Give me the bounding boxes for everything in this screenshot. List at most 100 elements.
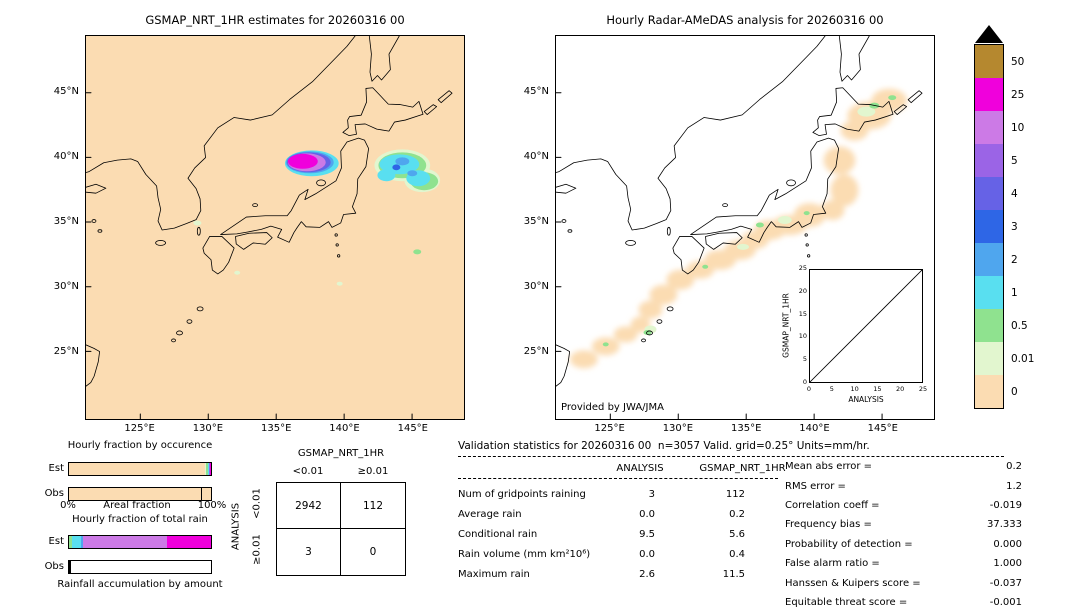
lat-tick-label: 45°N [523,86,549,97]
bar-row-label: Obs [44,488,64,499]
inset-x-tick: 25 [918,385,928,393]
fraction-bar-row: Obs [40,481,212,506]
total-rain-panel-title: Hourly fraction of total rain [72,514,208,525]
contingency-cell: 0 [369,546,377,558]
contingency-title: GSMAP_NRT_1HR [297,448,385,459]
colorbar-cell: 5 [975,144,1018,177]
colorbar-tick-label: 0 [1011,385,1018,398]
estimate-precip-blobs [193,149,441,286]
colorbar-cell: 1 [975,276,1018,309]
bar-segment [69,560,71,573]
inset-x-tick: 10 [850,385,859,393]
contingency-col-header: ≥0.01 [357,466,389,477]
areal-axis-title: Areal fraction [103,500,171,511]
colorbar-cell: 3 [975,210,1018,243]
inset-y-tick: 15 [798,309,807,318]
lat-tick-label: 35°N [523,216,549,227]
colorbar-tick-label: 0.5 [1011,319,1028,332]
stacked-bar [68,559,212,574]
stats-row: Num of gridpoints raining 3 112 [458,488,745,500]
left-map-panel [85,35,465,420]
inset-y-axis-label: GSMAP_NRT_1HR [781,293,791,358]
stacked-bar [68,461,212,476]
stats-table: Num of gridpoints raining 3 112 Average ra… [458,484,788,584]
bar-segment [207,462,209,475]
colorbar-cell: 50 [975,45,1024,78]
contingency-col-header: <0.01 [292,466,324,477]
bar-row-label: Est [48,463,64,474]
bar-segment [69,462,206,475]
stats-title: Validation statistics for 20260316 00 n=… [458,440,870,452]
colorbar-cell: 4 [975,177,1018,210]
lat-tick-label: 30°N [523,281,549,292]
inset-x-tick: 15 [873,385,882,393]
lon-tick-label: 140°E [799,423,830,434]
lat-tick-label: 35°N [53,216,79,227]
inset-x-tick: 20 [896,385,905,393]
inset-scatter-plot: GSMAP_NRT_1HR 25 20 15 10 5 0 0 5 10 15 … [781,261,941,421]
stats-scores-list: Mean abs error = 0.2 RMS error = 1.2 Corre… [785,457,1022,612]
stats-row: Conditional rain 9.5 5.6 [458,528,745,540]
areal-axis-min: 0% [60,500,76,511]
stacked-bar [68,486,212,501]
contingency-cell: 3 [277,529,341,575]
colorbar-tick-label: 25 [1011,88,1025,101]
colorbar-cell: 0.5 [975,309,1028,342]
bar-segment [208,462,210,475]
data-credit: Provided by JWA/JMA [561,402,664,413]
inset-diagonal-svg [809,269,923,383]
fraction-bar-row: Est [40,456,212,481]
lon-tick-label: 125°E [594,423,625,434]
colorbar-tick-label: 0.01 [1011,352,1035,365]
colorbar-tick-label: 2 [1011,253,1018,266]
lon-tick-label: 135°E [730,423,762,434]
score-line: Frequency bias = 37.333 [785,519,1022,531]
contingency-row-header: ≥0.01 [251,534,263,565]
colorbar-tick-label: 3 [1011,220,1018,233]
lat-tick-label: 30°N [53,281,79,292]
stats-col-header-analysis: ANALYSIS [616,463,664,474]
stats-row: Maximum rain 2.6 11.5 [458,568,745,580]
score-line: Mean abs error = 0.2 [785,461,1022,473]
total-rain-footer: Rainfall accumulation by amount [57,579,223,590]
score-line: False alarm ratio = 1.000 [785,558,1022,570]
estimates-map-svg [85,35,464,420]
contingency-cell: 112 [341,483,405,529]
bar-segment [202,487,211,500]
score-line: RMS error = 1.2 [785,480,1022,492]
inset-y-tick: 25 [798,264,807,272]
score-line: Correlation coeff = -0.019 [785,499,1022,511]
occurrence-panel-title: Hourly fraction by occurence [67,440,213,451]
lon-tick-label: 145°E [867,423,898,434]
lon-tick-label: 130°E [662,423,694,434]
bar-segment [206,462,208,475]
colorbar-cell: 0 [975,375,1018,408]
bar-segment [69,535,72,548]
bar-segment [209,462,210,475]
contingency-cell: 2942 [277,483,341,529]
inset-y-tick: 10 [798,332,807,341]
lat-tick-label: 25°N [53,346,79,357]
bar-segment [81,535,84,548]
colorbar-tick-label: 50 [1011,55,1025,68]
lat-tick-label: 45°N [53,86,79,97]
lon-tick-label: 125°E [124,423,155,434]
fraction-bar-row: Est [40,529,212,554]
bar-segment [69,487,202,500]
stats-col-header-gsmap: GSMAP_NRT_1HR [699,463,786,474]
colorbar-tick-label: 4 [1011,187,1018,200]
colorbar-cell: 2 [975,243,1018,276]
bar-row-label: Est [48,536,64,547]
lon-tick-label: 130°E [192,423,224,434]
total-rain-bars: Est Obs [40,529,212,579]
occurrence-bars: Est Obs [40,456,212,506]
stats-row: Rain volume (mm km²10⁶) 0.0 0.4 [458,548,745,560]
colorbar-tick-label: 10 [1011,121,1025,134]
bar-segment [71,535,82,548]
lon-tick-label: 135°E [260,423,292,434]
bar-segment [205,462,207,475]
lat-tick-label: 25°N [523,346,549,357]
inset-y-tick: 20 [798,286,807,295]
divider [458,456,1004,457]
lat-tick-label: 40°N [53,151,79,162]
